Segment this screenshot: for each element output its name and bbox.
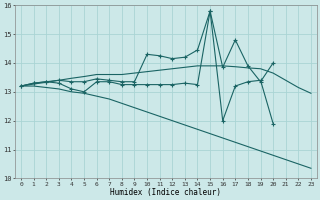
X-axis label: Humidex (Indice chaleur): Humidex (Indice chaleur) — [110, 188, 221, 197]
